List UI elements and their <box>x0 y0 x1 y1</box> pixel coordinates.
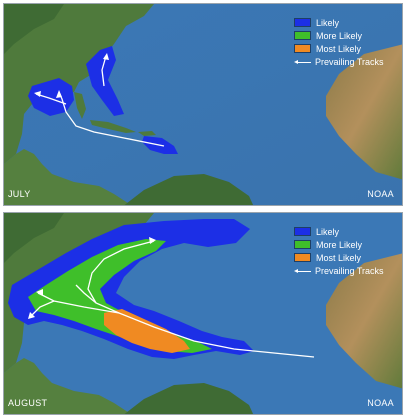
july-map <box>4 4 402 205</box>
july-prevailing-tracks <box>35 55 165 147</box>
likely-swatch <box>294 227 311 236</box>
legend-entry-likely: Likely <box>294 16 384 29</box>
legend-label: More Likely <box>316 239 363 250</box>
legend-entry-prevailing-tracks: Prevailing Tracks <box>294 56 384 68</box>
july-map-panel: Likely More Likely Most Likely Prevailin… <box>3 3 403 206</box>
month-label: JULY <box>8 189 31 199</box>
august-likely-region <box>8 219 254 359</box>
legend-entry-more-likely: More Likely <box>294 238 384 251</box>
mexico <box>4 149 131 205</box>
credit-label: NOAA <box>367 189 394 199</box>
legend-label: Likely <box>316 226 340 237</box>
south-america <box>124 174 254 205</box>
cuba <box>90 120 136 133</box>
africa <box>326 253 402 389</box>
legend-label: Prevailing Tracks <box>315 266 384 276</box>
south-america <box>124 383 254 414</box>
more-likely-swatch <box>294 240 311 249</box>
august-legend: Likely More Likely Most Likely Prevailin… <box>294 225 384 277</box>
arrow-left-icon <box>294 267 311 276</box>
mexico <box>4 358 131 414</box>
legend-entry-likely: Likely <box>294 225 384 238</box>
legend-entry-prevailing-tracks: Prevailing Tracks <box>294 265 384 277</box>
month-label: AUGUST <box>8 398 48 408</box>
legend-label: Likely <box>316 17 340 28</box>
most-likely-swatch <box>294 44 311 53</box>
north-america-landmass <box>4 213 154 373</box>
august-map <box>4 213 402 414</box>
legend-entry-most-likely: Most Likely <box>294 251 384 264</box>
legend-label: Most Likely <box>316 43 362 54</box>
most-likely-swatch <box>294 253 311 262</box>
legend-label: Most Likely <box>316 252 362 263</box>
august-most-likely-region <box>104 309 190 353</box>
florida <box>74 92 86 119</box>
legend-entry-most-likely: Most Likely <box>294 42 384 55</box>
arrow-left-icon <box>294 58 311 67</box>
north-america-landmass <box>4 4 154 164</box>
august-prevailing-tracks <box>29 240 315 358</box>
legend-label: More Likely <box>316 30 363 41</box>
july-likely-region <box>28 78 74 116</box>
africa <box>326 44 402 180</box>
august-more-likely-region <box>28 239 212 353</box>
credit-label: NOAA <box>367 398 394 408</box>
more-likely-swatch <box>294 31 311 40</box>
legend-label: Prevailing Tracks <box>315 57 384 67</box>
legend-entry-more-likely: More Likely <box>294 29 384 42</box>
july-legend: Likely More Likely Most Likely Prevailin… <box>294 16 384 68</box>
likely-swatch <box>294 18 311 27</box>
august-map-panel: Likely More Likely Most Likely Prevailin… <box>3 212 403 415</box>
